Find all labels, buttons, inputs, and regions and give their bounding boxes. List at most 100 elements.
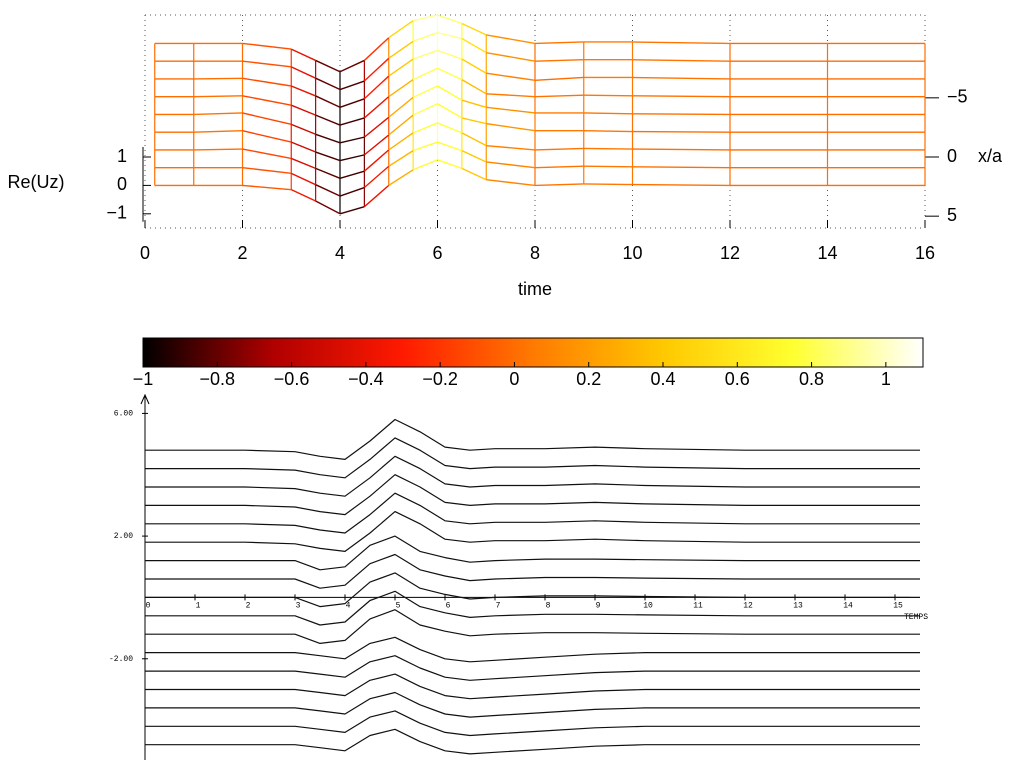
trace-segment: [339, 206, 365, 215]
colorbar-tick-label: 0.6: [725, 369, 750, 389]
colorbar-tick-label: 0.8: [799, 369, 824, 389]
trace-segment: [193, 77, 243, 80]
trace-segment: [290, 189, 316, 202]
trace-segment: [339, 80, 365, 91]
trace: [145, 691, 920, 718]
trace-segment: [339, 186, 365, 197]
y-tick-label: −1: [106, 203, 127, 223]
x-tick-label: 2: [237, 243, 247, 263]
trace-segment: [486, 179, 536, 187]
trace-segment: [461, 79, 487, 95]
trace-segment: [412, 103, 438, 116]
x-tick-label: 6: [446, 602, 451, 611]
trace-segment: [388, 20, 414, 39]
trace-segment: [290, 66, 316, 79]
x-tick-label: 4: [346, 602, 351, 611]
trace-segment: [461, 149, 487, 163]
y-tick-label: 6.00: [114, 410, 133, 419]
x-tick-label: 7: [496, 602, 501, 611]
trace-segment: [193, 95, 243, 98]
trace-segment: [315, 151, 341, 162]
colorbar-tick-label: 0.4: [650, 369, 675, 389]
trace: [145, 455, 920, 497]
trace-segment: [632, 183, 731, 187]
x-tick-label: 10: [643, 602, 653, 611]
trace-segment: [486, 122, 536, 132]
trace-segment: [388, 79, 414, 98]
colorbar: [142, 337, 924, 368]
colorbar-tick-label: −0.4: [348, 369, 384, 389]
colorbar-tick-label: 1: [881, 369, 891, 389]
trace-segment: [437, 122, 463, 134]
trace-segment: [388, 169, 414, 186]
y-axis-label: Re(Uz): [8, 172, 65, 192]
colorbar-tick-label: −1: [133, 369, 154, 389]
trace-segment: [363, 184, 390, 208]
x-tick-label: 0: [146, 602, 151, 611]
trace-segment: [388, 132, 414, 151]
x-tick-label: 8: [530, 243, 540, 263]
trace-segment: [315, 114, 341, 126]
trace: [145, 590, 920, 626]
trace-segment: [242, 60, 292, 68]
trace-segment: [242, 42, 292, 50]
trace-segment: [242, 77, 292, 87]
trace-segment: [193, 130, 243, 133]
trace-segment: [339, 170, 365, 179]
trace-segment: [363, 37, 390, 61]
trace: [145, 728, 920, 755]
trace-segment: [242, 95, 292, 106]
trace-segment: [583, 183, 633, 186]
trace-segment: [290, 48, 316, 62]
trace-segment: [534, 165, 584, 169]
y2-tick-label: 0: [947, 146, 957, 166]
trace-segment: [339, 117, 365, 126]
trace-segment: [412, 32, 438, 42]
trace-segment: [412, 122, 438, 134]
trace-segment: [339, 136, 365, 144]
trace-segment: [583, 94, 633, 97]
trace: [145, 636, 920, 663]
x-axis-label: time: [518, 279, 552, 299]
trace-segment: [193, 148, 243, 151]
trace-segment: [388, 114, 414, 136]
x-tick-label: 6: [432, 243, 442, 263]
trace-segment: [534, 94, 584, 98]
trace-segment: [534, 59, 584, 62]
trace-segment: [461, 132, 487, 147]
y-tick-label: 2.00: [114, 532, 133, 541]
trace-segment: [632, 113, 731, 116]
trace-segment: [583, 165, 633, 168]
trace-segment: [486, 93, 536, 98]
x-tick-label: 2: [246, 602, 251, 611]
x-tick-label: 14: [817, 243, 837, 263]
trace: [145, 474, 920, 516]
trace-segment: [632, 148, 731, 151]
colorbar-tick-label: −0.8: [200, 369, 236, 389]
x-tick-label: 5: [396, 602, 401, 611]
trace-segment: [412, 141, 438, 152]
trace: [145, 511, 920, 552]
x-tick-label: 12: [720, 243, 740, 263]
trace-segment: [461, 58, 487, 74]
colorbar-tick-label: −0.2: [422, 369, 458, 389]
y-tick-label: -2.00: [109, 655, 133, 664]
trace-segment: [412, 159, 438, 171]
trace-segment: [315, 59, 341, 73]
trace-segment: [437, 32, 463, 40]
trace-segment: [534, 76, 584, 82]
trace-segment: [486, 161, 536, 169]
trace-segment: [486, 34, 536, 45]
y-axis-arrow: [140, 393, 150, 405]
trace-segment: [486, 106, 536, 114]
trace: [145, 655, 920, 681]
trace-segment: [486, 144, 536, 151]
trace-segment: [486, 72, 536, 82]
trace: [145, 437, 920, 479]
trace-segment: [363, 116, 390, 138]
trace-segment: [461, 22, 487, 36]
trace-segment: [290, 172, 316, 186]
trace-segment: [315, 200, 341, 215]
